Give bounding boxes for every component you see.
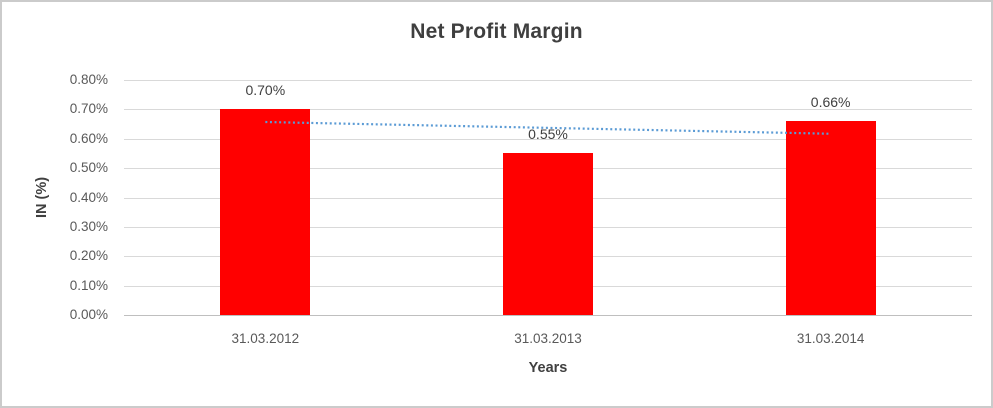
gridline: [124, 109, 972, 111]
bar: [785, 121, 876, 315]
y-tick-label: 0.00%: [69, 307, 108, 322]
bar: [220, 109, 311, 315]
x-tick-label: 31.03.2013: [514, 331, 582, 346]
gridline: [124, 138, 972, 140]
bar-data-label: 0.55%: [528, 126, 568, 143]
x-tick-label: 31.03.2012: [231, 331, 300, 346]
plot-area: 0.70% 0.55% 0.66%: [124, 80, 972, 316]
bar-data-label: 0.66%: [810, 94, 851, 111]
y-tick-label: 0.40%: [69, 189, 108, 205]
bar-data-label: 0.70%: [245, 82, 286, 99]
y-tick-label: 0.10%: [69, 277, 108, 293]
y-tick-label: 0.30%: [69, 218, 108, 234]
bar: [503, 153, 593, 315]
chart-title: Net Profit Margin: [410, 20, 583, 43]
y-tick-label: 0.70%: [69, 101, 108, 117]
x-axis-line: [124, 315, 972, 316]
x-axis-title: Years: [528, 360, 568, 376]
y-tick-label: 0.50%: [69, 160, 108, 176]
y-tick-label: 0.20%: [69, 248, 108, 264]
y-tick-label: 0.60%: [69, 130, 108, 146]
x-tick-label: 31.03.2014: [796, 331, 865, 346]
gridline: [124, 80, 972, 81]
y-tick-label: 0.80%: [69, 72, 108, 87]
